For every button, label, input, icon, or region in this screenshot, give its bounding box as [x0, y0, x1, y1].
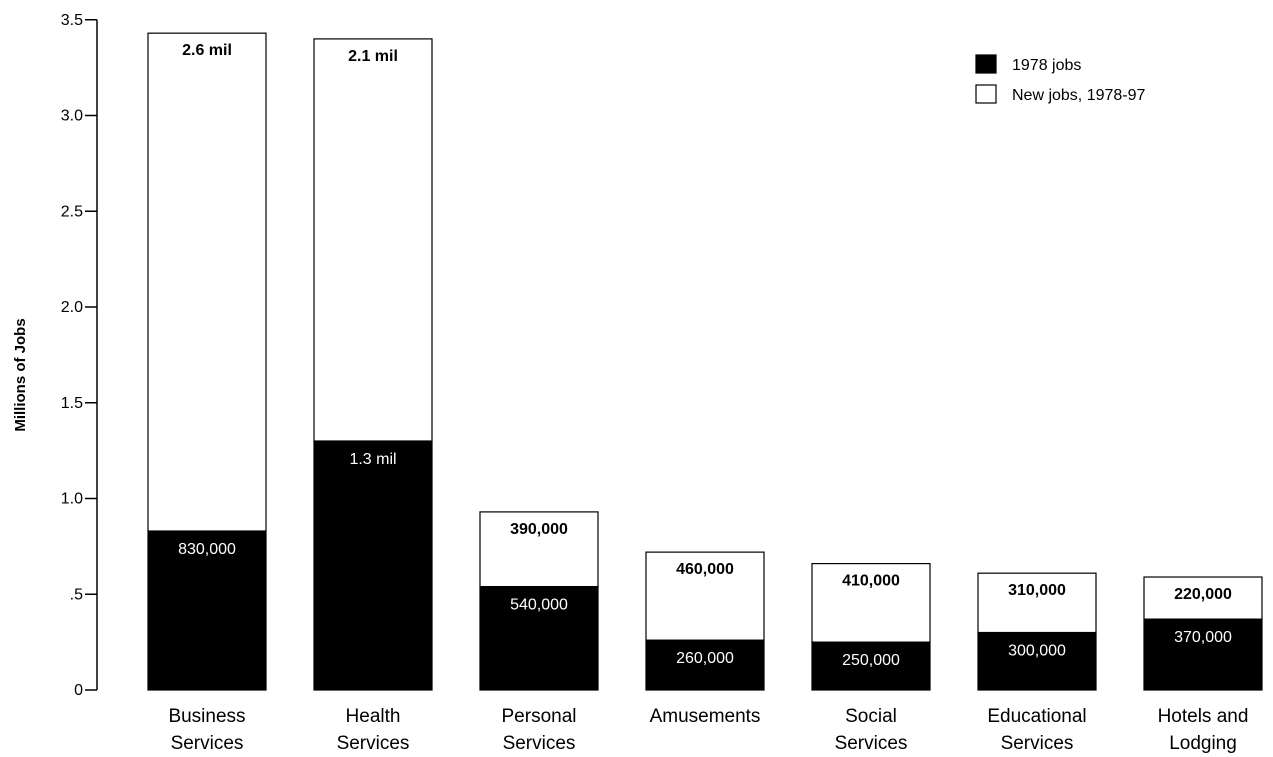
bar-group: 390,000 540,000: [479, 511, 599, 691]
legend-swatch: [975, 84, 997, 104]
bar-group: 2.6 mil 830,000: [147, 32, 267, 691]
bar-new-jobs: [811, 563, 931, 643]
bar-1978-jobs: [977, 631, 1097, 691]
legend-swatch: [975, 54, 997, 74]
data-label-1978-jobs: 370,000: [1174, 629, 1232, 646]
data-label-new-jobs: 460,000: [676, 561, 734, 578]
x-axis-labels: Business Services Health Services Personal Se…: [168, 706, 1248, 754]
bar-1978-jobs: [147, 530, 267, 691]
legend: 1978 jobs New jobs, 1978-97: [975, 54, 1146, 104]
bars: 2.6 mil 830,000 2.1 mil 1.3 mil 390,000 540,0…: [147, 32, 1263, 691]
bar-1978-jobs: [479, 585, 599, 691]
x-category-label: Services: [835, 733, 908, 754]
data-label-1978-jobs: 250,000: [842, 652, 900, 669]
x-category-label: Personal: [502, 706, 577, 727]
bar-1978-jobs: [1143, 618, 1263, 691]
bar-group: 460,000 260,000: [645, 551, 765, 691]
data-label-new-jobs: 310,000: [1008, 582, 1066, 599]
bar-group: 310,000 300,000: [977, 572, 1097, 691]
x-category-label: Services: [503, 733, 576, 754]
bar-group: 220,000 370,000: [1143, 576, 1263, 691]
data-label-new-jobs: 2.1 mil: [348, 48, 398, 65]
y-tick-label: 3.0: [61, 108, 83, 125]
y-tick-label: 0: [74, 682, 83, 699]
bar-new-jobs: [313, 38, 433, 442]
x-category-label: Lodging: [1169, 733, 1237, 754]
x-category-label: Health: [346, 706, 401, 727]
data-label-new-jobs: 2.6 mil: [182, 42, 232, 59]
x-category-label: Social: [845, 706, 897, 727]
y-tick-label: 1.0: [61, 491, 83, 508]
y-axis-label: Millions of Jobs: [12, 318, 29, 431]
legend-label: New jobs, 1978-97: [1012, 87, 1146, 104]
x-category-label: Educational: [987, 706, 1086, 727]
data-label-new-jobs: 220,000: [1174, 586, 1232, 603]
bar-group: 410,000 250,000: [811, 563, 931, 691]
bar-new-jobs: [1143, 576, 1263, 620]
x-category-label: Services: [1001, 733, 1074, 754]
x-category-label: Business: [168, 706, 245, 727]
y-tick-label: .5: [70, 586, 83, 603]
data-label-1978-jobs: 830,000: [178, 541, 236, 558]
data-label-new-jobs: 390,000: [510, 521, 568, 538]
data-label-1978-jobs: 540,000: [510, 597, 568, 614]
data-label-new-jobs: 410,000: [842, 573, 900, 590]
y-tick-label: 2.0: [61, 299, 83, 316]
bar-1978-jobs: [645, 639, 765, 691]
bar-1978-jobs: [313, 440, 433, 691]
data-label-1978-jobs: 260,000: [676, 650, 734, 667]
x-category-label: Services: [337, 733, 410, 754]
x-category-label: Services: [171, 733, 244, 754]
legend-label: 1978 jobs: [1012, 57, 1081, 74]
data-label-1978-jobs: 1.3 mil: [349, 451, 396, 468]
y-tick-label: 1.5: [61, 395, 83, 412]
data-label-1978-jobs: 300,000: [1008, 643, 1066, 660]
y-axis: 0 .5 1.0 1.5 2.0 2.5 3.0 3.5: [61, 12, 98, 699]
x-category-label: Amusements: [650, 706, 761, 727]
bar-1978-jobs: [811, 641, 931, 691]
y-tick-label: 2.5: [61, 203, 83, 220]
bar-group: 2.1 mil 1.3 mil: [313, 38, 433, 691]
bar-new-jobs: [147, 32, 267, 532]
y-tick-label: 3.5: [61, 12, 83, 29]
bar-new-jobs: [977, 572, 1097, 634]
x-category-label: Hotels and: [1158, 706, 1249, 727]
